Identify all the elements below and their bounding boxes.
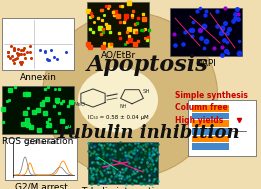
Point bbox=[46, 59, 50, 62]
Point bbox=[12, 49, 16, 52]
Point bbox=[5, 55, 10, 58]
Point bbox=[55, 58, 59, 61]
Point bbox=[19, 63, 23, 66]
Text: ROS generation: ROS generation bbox=[2, 137, 74, 146]
Point bbox=[20, 60, 24, 64]
Text: MeO: MeO bbox=[73, 102, 85, 107]
Point bbox=[23, 57, 27, 60]
Text: AO/EtBr: AO/EtBr bbox=[100, 50, 135, 59]
Point bbox=[43, 51, 47, 54]
Bar bbox=[2, 86, 74, 134]
Point bbox=[16, 52, 21, 55]
Text: Apoptosis: Apoptosis bbox=[87, 54, 209, 76]
Text: G2/M arrest: G2/M arrest bbox=[15, 183, 67, 189]
Bar bbox=[2, 18, 74, 70]
Text: IC₅₀ = 0.58 ± 0.04 μM: IC₅₀ = 0.58 ± 0.04 μM bbox=[88, 115, 148, 121]
Point bbox=[64, 50, 68, 53]
Point bbox=[6, 50, 10, 53]
Point bbox=[10, 58, 15, 61]
Point bbox=[49, 49, 53, 52]
Point bbox=[45, 57, 50, 60]
Text: NH: NH bbox=[120, 104, 128, 109]
Point bbox=[15, 57, 19, 60]
Bar bbox=[5, 138, 77, 180]
Text: Tubulin interaction: Tubulin interaction bbox=[81, 187, 165, 189]
Bar bbox=[88, 142, 158, 184]
Bar bbox=[192, 143, 229, 150]
Point bbox=[13, 57, 17, 60]
Text: Annexin: Annexin bbox=[20, 73, 56, 82]
Point bbox=[6, 51, 10, 54]
Point bbox=[22, 52, 26, 55]
Text: SH: SH bbox=[143, 89, 151, 94]
Text: Simple synthesis
Column free
High yields: Simple synthesis Column free High yields bbox=[175, 91, 248, 125]
Point bbox=[19, 48, 23, 51]
Point bbox=[16, 47, 20, 50]
Point bbox=[16, 53, 20, 56]
Text: DAPI: DAPI bbox=[195, 59, 216, 68]
Point bbox=[12, 47, 16, 50]
Point bbox=[9, 44, 13, 47]
Point bbox=[27, 44, 32, 47]
Bar bbox=[192, 120, 229, 127]
Text: Tubulin inhibition: Tubulin inhibition bbox=[56, 124, 240, 142]
Point bbox=[22, 47, 27, 50]
Ellipse shape bbox=[43, 12, 217, 177]
Bar bbox=[192, 113, 229, 119]
Point bbox=[11, 48, 16, 51]
Point bbox=[10, 54, 14, 57]
Bar bbox=[192, 136, 229, 142]
Point bbox=[12, 61, 16, 64]
Bar bbox=[188, 100, 256, 156]
Ellipse shape bbox=[78, 67, 158, 132]
Point bbox=[38, 49, 42, 52]
Bar bbox=[192, 128, 229, 135]
Point bbox=[8, 56, 12, 59]
Bar bbox=[87, 2, 149, 47]
Point bbox=[21, 48, 25, 51]
Point bbox=[28, 57, 33, 60]
Point bbox=[19, 53, 23, 56]
Point bbox=[27, 50, 32, 53]
Bar bbox=[192, 105, 229, 112]
Point bbox=[18, 60, 22, 63]
Point bbox=[47, 58, 51, 61]
Point bbox=[52, 55, 57, 58]
Point bbox=[15, 52, 20, 55]
Bar bbox=[170, 8, 242, 56]
Point bbox=[25, 50, 29, 53]
Text: G2/M arrest: G2/M arrest bbox=[25, 139, 57, 144]
Point bbox=[43, 49, 47, 52]
